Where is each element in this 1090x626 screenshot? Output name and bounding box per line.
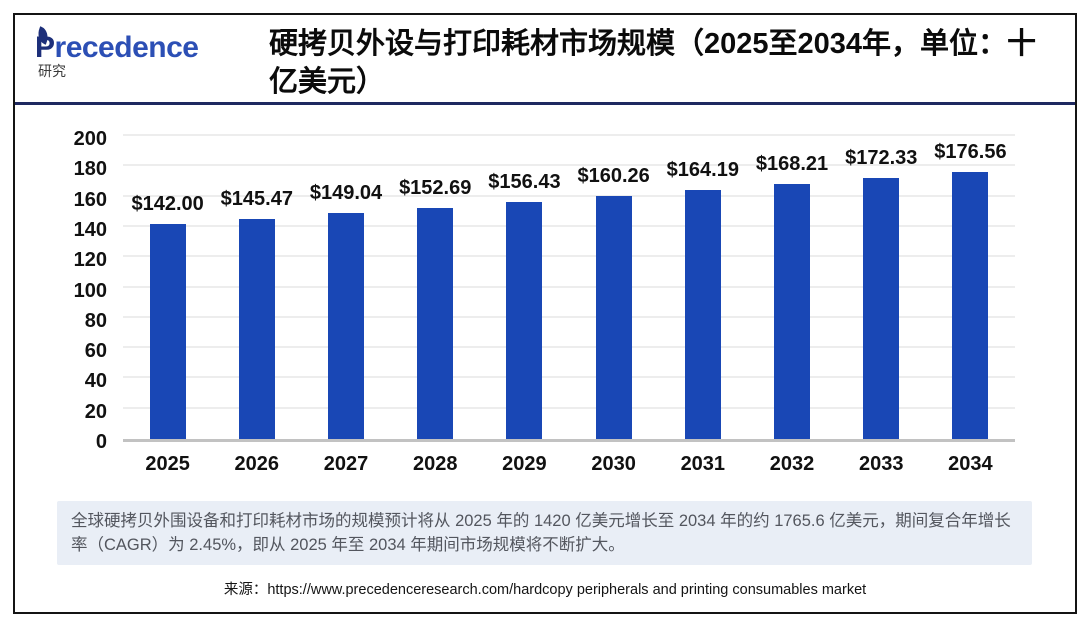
bar [328,213,364,439]
logo-wordmark: Precedence [35,33,241,63]
annotation-box: 全球硬拷贝外围设备和打印耗材市场的规模预计将从 2025 年的 1420 亿美元… [57,501,1032,565]
gridline [123,406,1015,409]
bar-group: $145.47 [212,188,301,439]
y-tick-label: 140 [73,218,107,241]
logo-leaf-icon: P [35,31,55,64]
x-tick-label: 2028 [412,453,458,475]
bar-group: $164.19 [658,159,747,439]
annotation-text: 全球硬拷贝外围设备和打印耗材市场的规模预计将从 2025 年的 1420 亿美元… [71,512,1011,554]
source-label: 来源： [223,582,268,598]
x-tick-label: 2025 [145,453,190,475]
bar-group: $168.21 [747,153,836,439]
bar-value-label: $142.00 [131,192,204,215]
gridline [123,315,1015,318]
gridline [123,194,1015,197]
bar [774,184,811,439]
precedence-logo: Precedence 研究 [15,15,241,81]
y-tick-label: 0 [95,431,107,453]
logo-wordmark-text: recedence [54,31,199,64]
y-axis: 0 20 40 60 80 100 120 140 160 180 200 [45,129,107,452]
bar-value-label: $145.47 [220,187,293,210]
y-tick-label: 60 [84,340,107,363]
x-tick-label: 2029 [502,453,547,475]
bar-value-label: $160.26 [577,165,650,188]
y-tick-label: 100 [73,279,107,302]
gridline [123,285,1015,288]
plot-wrap: $142.00 $145.47 $149.04 $152.69 $156.43 $160.… [123,134,1015,476]
header: Precedence 研究 硬拷贝外设与打印耗材市场规模（2025至2034年，… [15,15,1075,105]
x-tick-label: 2027 [323,453,369,475]
x-tick-label: 2031 [680,453,726,475]
source-url: https://www.precedenceresearch.com/hardc… [267,582,867,598]
bar [149,223,186,439]
bar-value-label: $176.56 [934,140,1007,163]
y-tick-label: 180 [73,158,107,181]
bar-chart: 0 20 40 60 80 100 120 140 160 180 200 $142.00 $145.… [15,105,1075,476]
bar [506,202,543,439]
bar [863,177,900,439]
gridline [123,346,1015,349]
logo-subtitle: 研究 [38,63,66,79]
bar [417,207,454,439]
bar-group: $152.69 [391,177,480,439]
bar-value-label: $164.19 [666,159,739,182]
infographic-frame: Precedence 研究 硬拷贝外设与打印耗材市场规模（2025至2034年，… [13,13,1077,614]
bar-value-label: $172.33 [845,146,918,169]
x-tick-label: 2033 [858,453,904,475]
y-tick-label: 120 [73,249,107,272]
bar-value-label: $168.21 [755,153,829,176]
bar-group: $156.43 [480,171,569,439]
y-tick-label: 160 [73,188,107,211]
x-tick-label: 2034 [948,453,993,475]
gridline [123,376,1015,379]
source-line: 来源：https://www.precedenceresearch.com/ha… [15,578,1075,599]
y-tick-label: 40 [84,370,107,393]
bar-group: $149.04 [301,182,390,439]
bar-value-label: $156.43 [488,171,561,194]
gridline [123,224,1015,227]
x-tick-label: 2030 [591,453,636,475]
y-tick-label: 80 [84,309,107,332]
y-tick-label: 20 [84,400,107,423]
bar-group: $176.56 [926,141,1015,439]
bar [684,190,721,439]
x-tick-label: 2026 [234,453,280,475]
bar [952,171,989,439]
bar-group: $172.33 [837,147,926,439]
gridline [123,164,1015,167]
plot-area: $142.00 $145.47 $149.04 $152.69 $156.43 $160.… [123,134,1015,442]
gridline [123,255,1015,258]
bar-value-label: $152.69 [399,176,472,199]
x-axis: 2025 2026 2027 2028 2029 2030 2031 2032 2033 2034 [123,453,1015,476]
bar [238,218,275,439]
bar-value-label: $149.04 [309,182,383,205]
y-tick-label: 200 [73,128,107,150]
bar-group: $160.26 [569,165,658,439]
bar [595,196,632,439]
gridline [123,134,1015,136]
x-tick-label: 2032 [769,453,815,475]
bar-group: $142.00 [123,193,212,439]
chart-title: 硬拷贝外设与打印耗材市场规模（2025至2034年，单位：十亿美元） [269,28,1037,98]
